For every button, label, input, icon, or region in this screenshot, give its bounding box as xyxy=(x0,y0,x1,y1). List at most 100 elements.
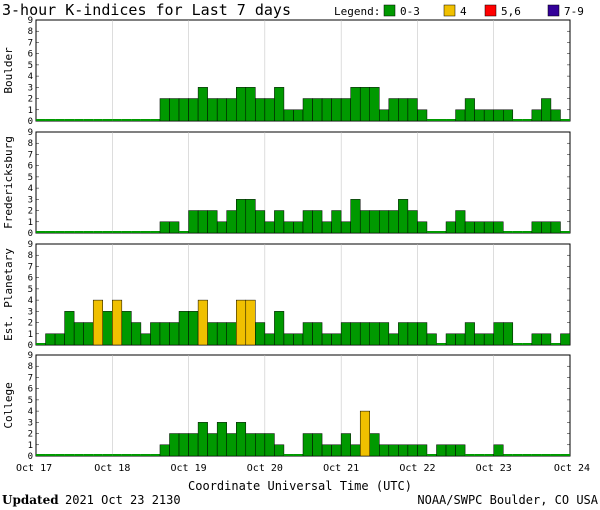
y-tick-label: 3 xyxy=(28,83,33,93)
bar xyxy=(245,433,256,457)
bar xyxy=(426,333,437,346)
bar xyxy=(541,454,551,456)
bar xyxy=(503,109,514,122)
bar xyxy=(216,98,227,122)
x-axis-label: Coordinate Universal Time (UTC) xyxy=(188,479,412,493)
bar xyxy=(169,98,180,122)
bar xyxy=(140,333,151,346)
bar xyxy=(398,322,409,346)
bar xyxy=(503,231,513,233)
footer-updated-value: 2021 Oct 23 2130 xyxy=(65,493,181,507)
bar xyxy=(283,221,294,234)
bar xyxy=(483,221,494,234)
bar xyxy=(140,119,151,121)
y-tick-label: 7 xyxy=(28,150,33,160)
legend-item-3: 7-9 xyxy=(564,5,584,18)
bar xyxy=(179,231,189,233)
bar xyxy=(216,221,227,234)
legend-label: Legend: xyxy=(334,5,380,18)
y-tick-label: 0 xyxy=(28,341,33,351)
y-tick-label: 6 xyxy=(28,385,33,395)
bar xyxy=(274,311,285,346)
bar xyxy=(359,322,371,346)
y-tick-label: 0 xyxy=(28,117,33,127)
bar xyxy=(159,444,170,457)
bar xyxy=(64,311,75,346)
bar xyxy=(188,433,199,457)
bar xyxy=(188,210,199,234)
bar xyxy=(512,119,523,121)
bar xyxy=(398,98,409,122)
bar xyxy=(140,231,151,233)
y-tick-label: 3 xyxy=(28,195,33,205)
bar xyxy=(312,322,323,346)
y-tick-label: 6 xyxy=(28,50,33,60)
bar xyxy=(379,210,390,234)
x-tick-label: Oct 23 xyxy=(476,463,512,474)
bar xyxy=(302,210,313,234)
bar xyxy=(64,454,75,456)
bar xyxy=(197,210,208,234)
bar xyxy=(121,311,132,346)
bar xyxy=(131,454,141,456)
bar xyxy=(541,98,552,122)
bar xyxy=(474,221,485,234)
y-tick-label: 8 xyxy=(28,27,33,37)
bar xyxy=(45,454,56,456)
bar xyxy=(226,433,237,457)
bar xyxy=(169,221,180,234)
bar xyxy=(455,333,466,346)
bar xyxy=(483,333,494,346)
bar xyxy=(302,322,313,346)
bar xyxy=(398,444,409,457)
bar xyxy=(93,119,103,121)
bar xyxy=(73,322,84,346)
bar xyxy=(178,98,189,122)
bar xyxy=(331,210,342,234)
y-tick-label: 4 xyxy=(28,296,33,306)
bar xyxy=(102,454,113,456)
y-tick-label: 7 xyxy=(28,38,33,48)
bar xyxy=(379,109,390,122)
bar xyxy=(150,119,160,121)
bar xyxy=(293,109,304,122)
bar xyxy=(197,87,208,122)
legend: Legend: 0-3 4 5,6 7-9 xyxy=(334,4,584,18)
bar xyxy=(226,98,237,122)
x-tick-label: Oct 19 xyxy=(171,463,207,474)
bar xyxy=(331,98,342,122)
bar xyxy=(340,98,351,122)
bar xyxy=(484,454,494,456)
bar xyxy=(550,454,561,456)
y-tick-label: 5 xyxy=(28,396,33,406)
bar xyxy=(93,454,103,456)
bar xyxy=(531,109,542,122)
bar xyxy=(474,454,485,456)
panels: 0123456789Boulder0123456789Fredericksbur… xyxy=(2,16,571,462)
legend-item-1: 4 xyxy=(460,5,467,18)
bar xyxy=(359,410,371,457)
y-tick-label: 1 xyxy=(28,330,33,340)
y-tick-label: 3 xyxy=(28,418,33,428)
bar xyxy=(436,231,447,233)
x-tick-label: Oct 17 xyxy=(16,463,52,474)
bar xyxy=(54,333,65,346)
bar xyxy=(493,109,504,122)
bar xyxy=(446,119,456,121)
bar xyxy=(226,322,237,346)
bar xyxy=(159,221,170,234)
bar xyxy=(236,422,247,457)
bar xyxy=(169,322,180,346)
bar xyxy=(188,98,199,122)
y-tick-label: 2 xyxy=(28,319,33,329)
bar xyxy=(426,119,437,121)
bar xyxy=(55,119,65,121)
bar xyxy=(493,444,504,457)
bar xyxy=(64,231,75,233)
y-tick-label: 9 xyxy=(28,351,33,361)
bar xyxy=(436,444,447,457)
